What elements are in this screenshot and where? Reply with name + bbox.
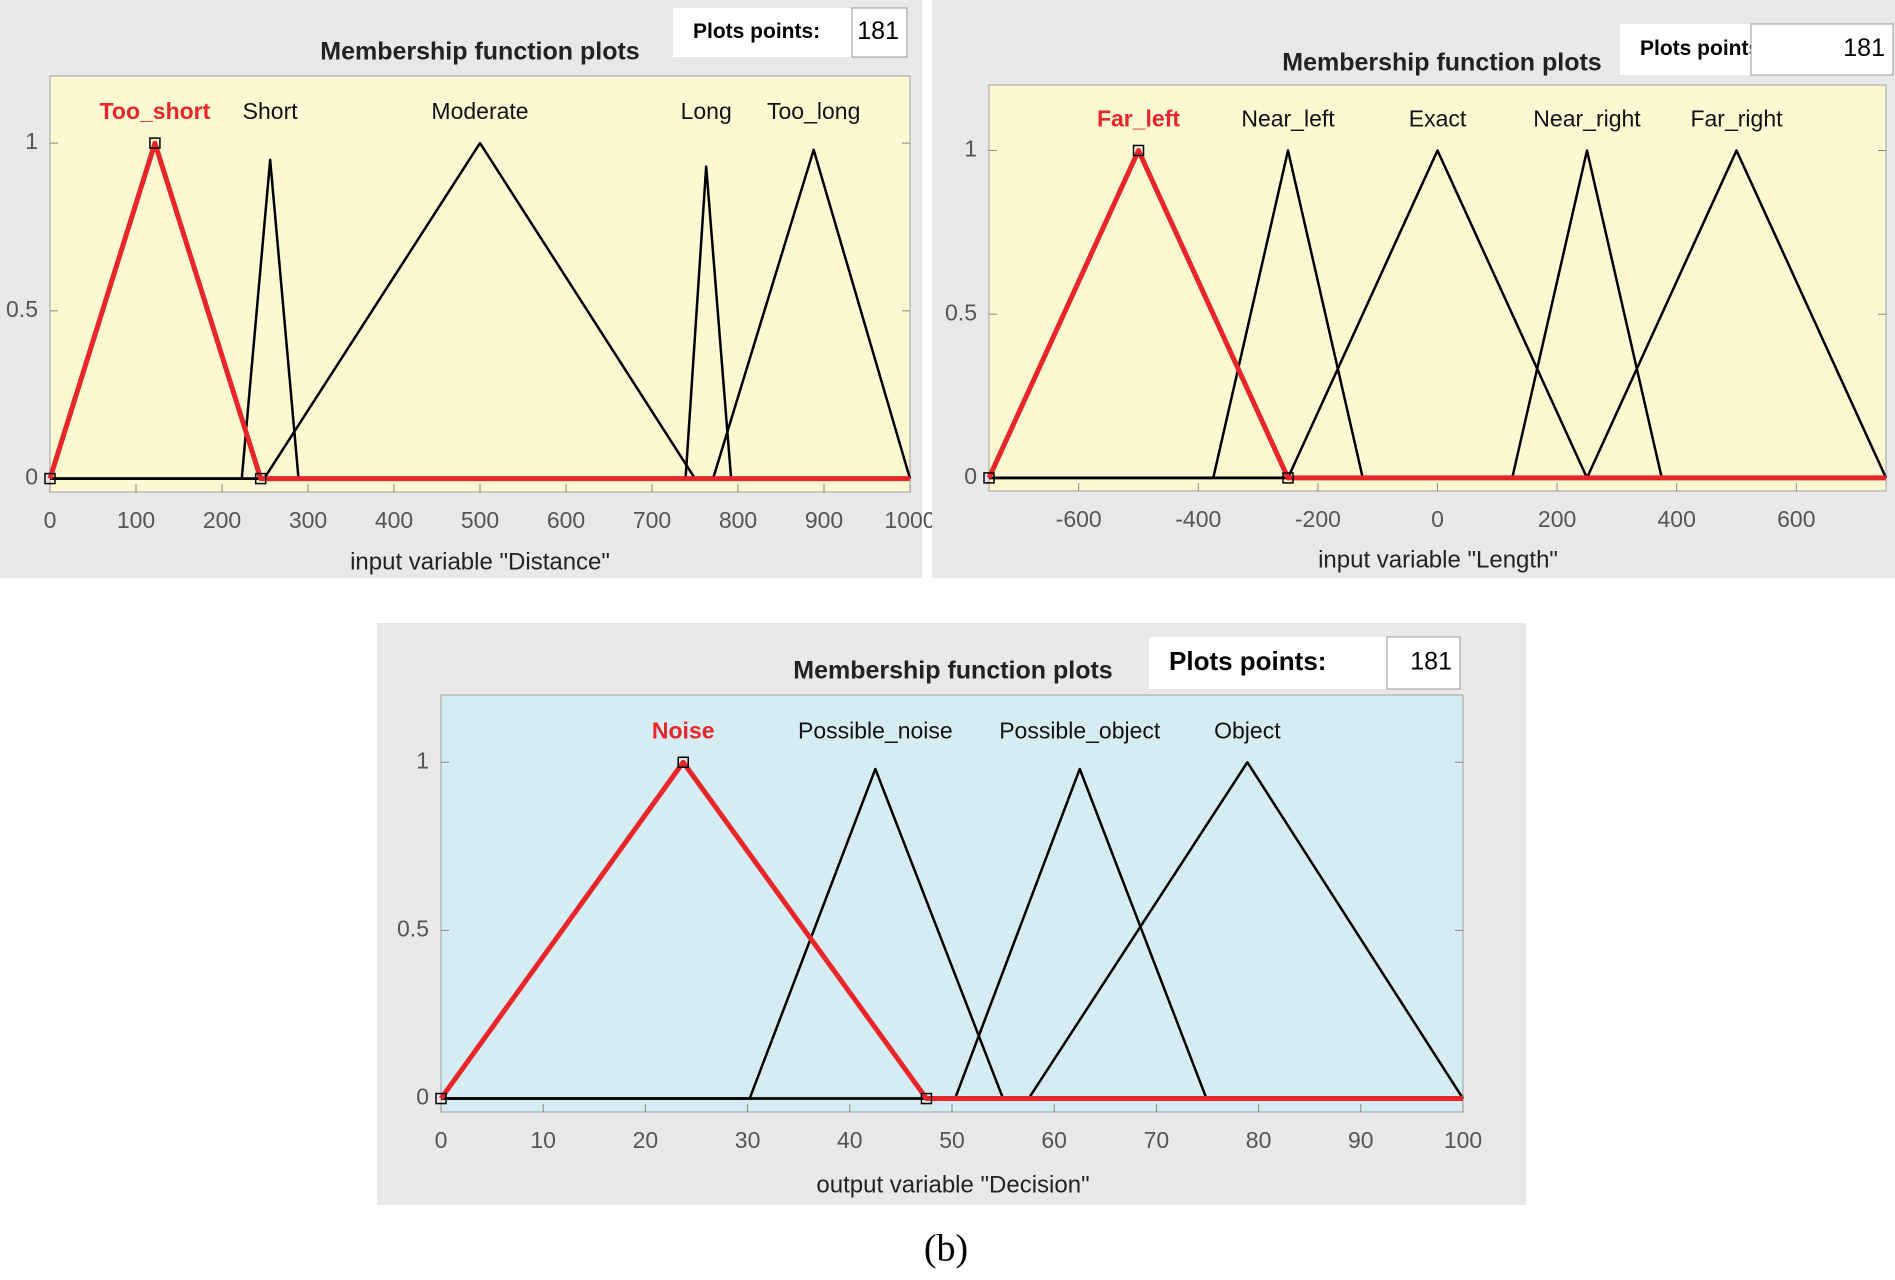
x-tick-label: 0 xyxy=(44,507,57,533)
y-tick-label: 1 xyxy=(416,747,429,773)
plot-points-label-box xyxy=(673,8,852,57)
series-label: Near_right xyxy=(1533,106,1641,132)
vertex-marker xyxy=(435,1092,447,1105)
vertex-marker xyxy=(149,137,161,149)
series-label: Noise xyxy=(652,717,715,743)
x-axis-label: input variable "Distance" xyxy=(350,548,610,575)
plot-points-label-box xyxy=(1620,24,1751,75)
plot-points-input[interactable] xyxy=(1750,23,1894,76)
x-tick-label: 400 xyxy=(1658,506,1696,532)
chart-title: Membership function plots xyxy=(1282,49,1601,77)
x-tick-label: 200 xyxy=(203,507,241,533)
series-label: Moderate xyxy=(431,98,528,124)
plot-points-input[interactable] xyxy=(1386,636,1461,690)
x-tick-label: -600 xyxy=(1056,506,1102,532)
plot-points-label: Plots points: xyxy=(1640,37,1767,60)
vertex-marker xyxy=(1282,472,1294,484)
plot-area xyxy=(988,84,1887,492)
series-label: Exact xyxy=(1409,106,1467,132)
series-label: Far_left xyxy=(1097,106,1180,132)
y-tick-label: 0.5 xyxy=(397,915,429,941)
x-tick-label: 40 xyxy=(837,1127,863,1153)
y-tick-label: 0.5 xyxy=(945,299,977,325)
caption: (b) xyxy=(924,1228,968,1270)
x-tick-label: 600 xyxy=(1777,506,1815,532)
x-tick-label: 1000 xyxy=(884,507,935,533)
chart-title: Membership function plots xyxy=(320,38,639,66)
series-label: Possible_object xyxy=(999,717,1161,743)
plot-points-label: Plots points: xyxy=(693,20,820,43)
vertex-marker xyxy=(920,1092,933,1105)
plot-points-value: 181 xyxy=(1410,648,1452,676)
x-tick-label: 800 xyxy=(719,507,757,533)
chart-panel: Membership function plots Plots points: 18… xyxy=(932,0,1895,578)
vertex-marker xyxy=(983,472,995,484)
vertex-marker xyxy=(1132,144,1145,157)
x-tick-label: 500 xyxy=(461,507,499,533)
x-tick-label: 50 xyxy=(939,1127,965,1153)
vertex-marker xyxy=(254,472,267,485)
vertex-marker xyxy=(677,756,689,769)
series-label: Too_short xyxy=(100,98,211,124)
membership-line xyxy=(441,761,1465,1100)
plot-points-label: Plots points: xyxy=(1169,646,1326,676)
membership-line xyxy=(986,147,1886,481)
x-tick-label: -400 xyxy=(1175,506,1221,532)
x-tick-label: 100 xyxy=(117,507,155,533)
plot-points-value: 181 xyxy=(857,17,899,45)
x-tick-label: 200 xyxy=(1538,506,1576,532)
vertex-marker xyxy=(44,472,56,485)
x-tick-label: -200 xyxy=(1295,506,1341,532)
y-tick-label: 1 xyxy=(25,128,38,154)
x-tick-label: 600 xyxy=(547,507,585,533)
x-tick-label: 70 xyxy=(1144,1127,1170,1153)
series-label: Long xyxy=(681,98,732,124)
x-tick-label: 90 xyxy=(1348,1127,1374,1153)
y-tick-label: 0 xyxy=(416,1084,429,1110)
x-tick-label: 30 xyxy=(735,1127,761,1153)
x-tick-label: 400 xyxy=(375,507,413,533)
x-tick-label: 900 xyxy=(805,507,843,533)
series-label: Too_long xyxy=(767,98,860,124)
series-label: Object xyxy=(1214,717,1281,743)
y-tick-label: 0.5 xyxy=(6,296,38,322)
series-label: Short xyxy=(243,98,299,124)
x-tick-label: 100 xyxy=(1444,1127,1482,1153)
x-tick-label: 80 xyxy=(1246,1127,1272,1153)
y-tick-label: 0 xyxy=(964,463,977,489)
chart-title: Membership function plots xyxy=(793,657,1112,685)
x-tick-label: 700 xyxy=(633,507,671,533)
x-tick-label: 60 xyxy=(1041,1127,1067,1153)
plot-points-input[interactable] xyxy=(851,7,908,58)
x-tick-label: 0 xyxy=(1431,506,1444,532)
x-tick-label: 300 xyxy=(289,507,327,533)
y-tick-label: 0 xyxy=(25,464,38,490)
x-tick-label: 10 xyxy=(530,1127,556,1153)
series-label: Far_right xyxy=(1690,106,1783,132)
plot-area xyxy=(49,75,911,493)
y-tick-label: 1 xyxy=(964,136,977,162)
plot-points-value: 181 xyxy=(1843,34,1885,62)
plot-points-label-box xyxy=(1149,637,1387,689)
membership-line xyxy=(438,759,1463,1102)
series-label: Near_left xyxy=(1241,106,1335,132)
plot-area xyxy=(440,694,1464,1113)
x-axis-label: input variable "Length" xyxy=(1318,546,1558,573)
x-axis-label: output variable "Decision" xyxy=(816,1171,1089,1198)
x-tick-label: 0 xyxy=(435,1127,448,1153)
series-label: Possible_noise xyxy=(798,717,953,743)
membership-line xyxy=(47,140,910,482)
x-tick-label: 20 xyxy=(633,1127,659,1153)
